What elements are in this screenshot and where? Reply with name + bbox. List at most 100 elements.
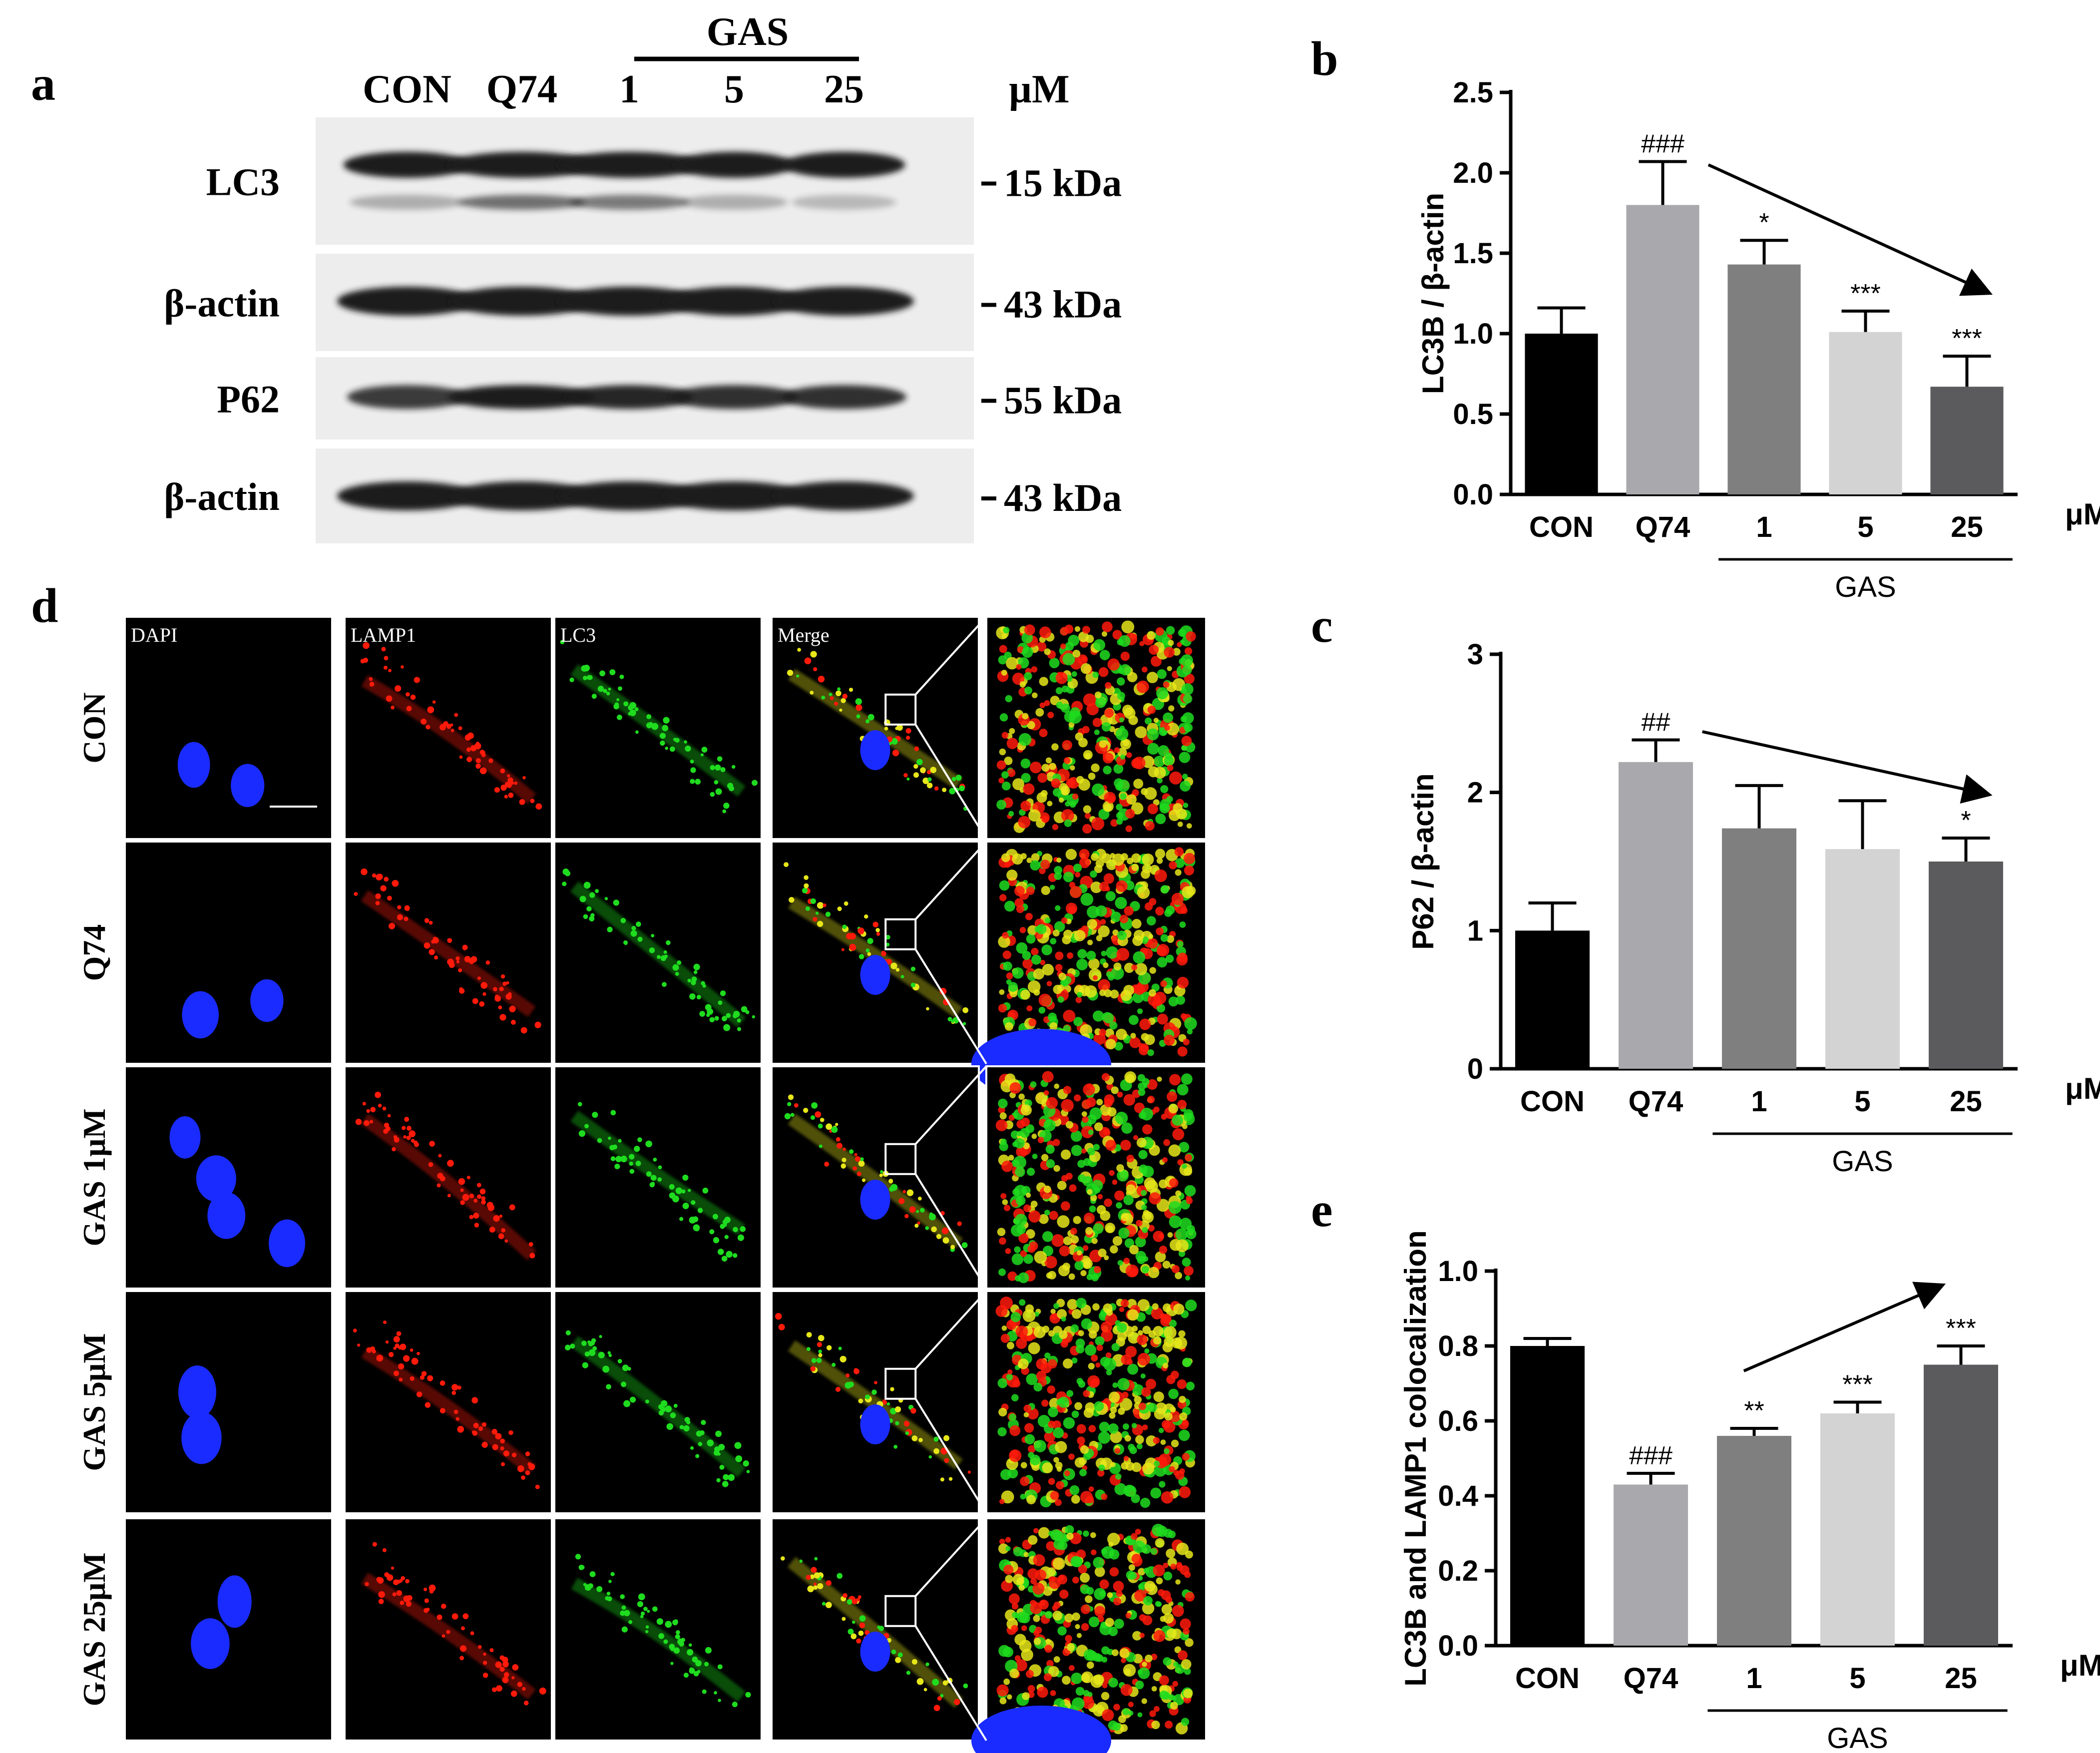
zoom-puncta <box>1154 756 1165 767</box>
zoom-puncta <box>1054 921 1065 932</box>
zoom-puncta <box>1116 947 1130 961</box>
signal-puncta <box>715 764 721 771</box>
signal-puncta <box>734 1442 742 1449</box>
signal-puncta <box>841 1617 846 1621</box>
signal-puncta <box>630 930 637 937</box>
zoom-puncta <box>1088 1486 1094 1492</box>
zoom-puncta <box>1018 1233 1029 1244</box>
zoom-puncta <box>1123 1258 1130 1264</box>
zoom-puncta <box>1182 1258 1191 1267</box>
signal-puncta <box>473 1213 479 1219</box>
zoom-puncta <box>1161 1314 1172 1324</box>
zoom-puncta <box>1167 1232 1173 1238</box>
zoom-puncta <box>1016 1131 1022 1137</box>
dapi-nucleus <box>231 764 265 808</box>
zoom-puncta <box>1101 1493 1108 1500</box>
chart-group-label: GAS <box>1832 1145 1893 1178</box>
signal-puncta <box>826 1580 832 1586</box>
signal-puncta <box>904 1214 909 1219</box>
signal-puncta <box>586 675 592 680</box>
zoom-puncta <box>1081 656 1087 662</box>
signal-puncta <box>436 1183 441 1188</box>
signal-puncta <box>859 1622 865 1629</box>
signal-puncta <box>640 1615 644 1619</box>
signal-puncta <box>481 1441 488 1448</box>
zoom-puncta <box>1097 1469 1105 1477</box>
zoom-puncta <box>1145 1378 1157 1389</box>
dapi-nucleus <box>250 979 284 1022</box>
zoom-puncta <box>1164 1336 1175 1347</box>
signal-puncta <box>845 1373 850 1378</box>
zoom-puncta <box>1145 821 1155 831</box>
zoom-puncta <box>1088 772 1096 780</box>
zoom-puncta <box>1109 1170 1115 1176</box>
signal-puncta <box>398 1346 402 1350</box>
blot-lane-label: 5 <box>724 67 744 111</box>
signal-puncta <box>406 1601 412 1607</box>
signal-puncta <box>439 1380 445 1386</box>
zoom-puncta <box>1166 1548 1176 1559</box>
zoom-puncta <box>1021 1649 1033 1661</box>
zoom-puncta <box>1184 853 1196 865</box>
zoom-puncta <box>1012 1379 1021 1388</box>
blot-row-label: P62 <box>217 378 280 421</box>
zoom-puncta <box>1066 1390 1074 1397</box>
signal-puncta <box>623 1400 631 1407</box>
zoom-puncta <box>1096 1205 1106 1215</box>
signal-puncta <box>460 1626 465 1631</box>
zoom-inset-box <box>884 1595 917 1627</box>
zoom-inset-box <box>884 1143 917 1175</box>
signal-puncta <box>410 1376 415 1381</box>
zoom-puncta <box>1168 996 1179 1007</box>
zoom-puncta <box>1001 1490 1014 1504</box>
zoom-puncta <box>1147 804 1158 815</box>
zoom-puncta <box>1178 1429 1190 1441</box>
zoom-puncta <box>1065 801 1070 807</box>
signal-puncta <box>414 677 420 683</box>
zoom-puncta <box>1014 1246 1021 1253</box>
zoom-puncta <box>1028 1018 1037 1027</box>
signal-puncta <box>934 786 939 791</box>
signal-puncta <box>687 978 692 983</box>
zoom-puncta <box>1125 1345 1137 1357</box>
signal-puncta <box>380 885 387 891</box>
zoom-puncta <box>1019 927 1026 933</box>
signal-puncta <box>660 740 665 746</box>
zoom-puncta <box>1177 940 1184 947</box>
signal-puncta <box>608 687 611 691</box>
signal-puncta <box>905 728 911 734</box>
zoom-puncta <box>1098 925 1110 937</box>
signal-puncta <box>838 1346 842 1350</box>
signal-puncta <box>670 1412 676 1418</box>
signal-puncta <box>439 1408 445 1413</box>
signal-puncta <box>492 1687 497 1693</box>
zoom-puncta <box>1071 1410 1079 1418</box>
blot-band <box>565 385 693 409</box>
zoom-puncta <box>1006 1319 1017 1330</box>
zoom-puncta <box>1117 779 1130 792</box>
zoom-puncta <box>1128 1711 1134 1716</box>
zoom-puncta <box>1176 1542 1189 1555</box>
signal-puncta <box>616 698 620 702</box>
zoom-puncta <box>1009 1668 1019 1679</box>
signal-puncta <box>464 734 471 741</box>
signal-puncta <box>483 1652 486 1656</box>
zoom-puncta <box>1013 1547 1023 1557</box>
signal-puncta <box>441 1634 445 1638</box>
zoom-puncta <box>1140 1497 1151 1508</box>
zoom-puncta <box>1127 1309 1139 1321</box>
signal-puncta <box>382 1548 387 1552</box>
signal-puncta <box>503 1672 509 1678</box>
signal-puncta <box>502 981 507 986</box>
zoom-puncta <box>1177 1379 1187 1389</box>
zoom-puncta <box>1178 1650 1188 1661</box>
zoom-puncta <box>1141 666 1148 673</box>
signal-puncta <box>618 1139 622 1143</box>
zoom-puncta <box>1077 992 1083 998</box>
chart-significance-label: ** <box>1744 1396 1764 1425</box>
zoom-puncta <box>1177 642 1182 647</box>
signal-puncta <box>817 1342 823 1347</box>
signal-puncta <box>836 1137 840 1142</box>
signal-puncta <box>463 1614 467 1617</box>
signal-puncta <box>806 1575 811 1580</box>
